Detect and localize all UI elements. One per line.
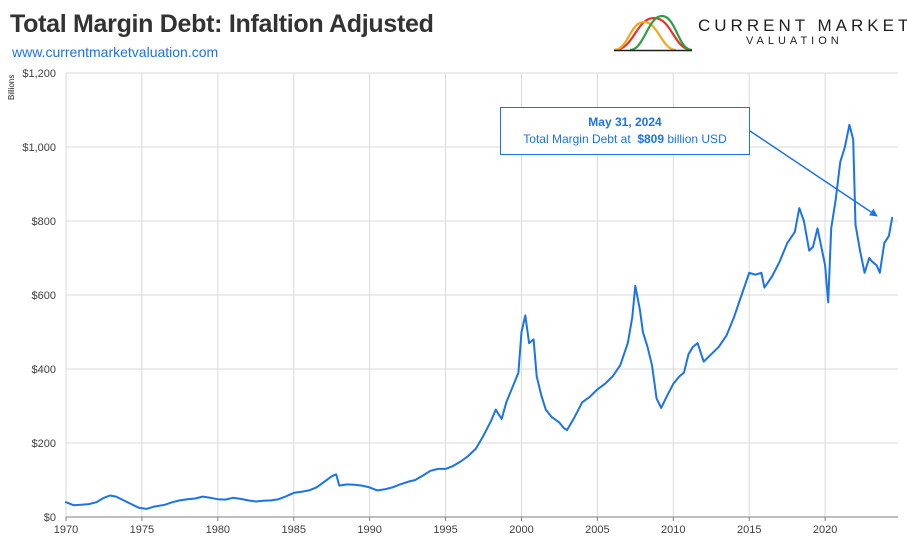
y-tick-label: $0 bbox=[44, 512, 56, 524]
x-tick-label: 2005 bbox=[585, 524, 609, 536]
series-layer bbox=[65, 123, 894, 510]
grid-layer bbox=[65, 72, 898, 517]
x-tick-label: 1995 bbox=[433, 524, 457, 536]
y-tick-label: $1,000 bbox=[22, 142, 56, 154]
x-tick-label: 1990 bbox=[357, 524, 381, 536]
y-tick-label: $400 bbox=[32, 364, 56, 376]
annotation-suffix: billion USD bbox=[667, 132, 727, 146]
x-tick-label: 2010 bbox=[661, 524, 685, 536]
annotation-date: May 31, 2024 bbox=[588, 115, 662, 129]
y-tick-label: $1,200 bbox=[22, 68, 56, 80]
x-tick-label: 1970 bbox=[54, 524, 78, 536]
x-tick-label: 2020 bbox=[813, 524, 837, 536]
x-tick-label: 1985 bbox=[281, 524, 305, 536]
x-tick-label: 2015 bbox=[737, 524, 761, 536]
annotation-box: May 31, 2024 Total Margin Debt at $809 b… bbox=[500, 107, 750, 155]
logo-text-sub: VALUATION bbox=[746, 35, 843, 47]
logo-curve-green bbox=[629, 14, 693, 52]
website-url[interactable]: www.currentmarketvaluation.com bbox=[12, 44, 219, 60]
logo-curve-red bbox=[613, 16, 693, 52]
logo-text-main: CURRENT MARKET bbox=[698, 16, 907, 35]
logo-curve-orange bbox=[613, 20, 677, 52]
axis-layer: $0 $200 $400 $600 $800 $1,000 $1,200 1970 1975 19… bbox=[22, 68, 898, 536]
y-tick-label: $200 bbox=[32, 438, 56, 450]
x-tick-label: 1975 bbox=[130, 524, 154, 536]
annotation-prefix: Total Margin Debt at bbox=[523, 132, 631, 146]
annotation-value-line: Total Margin Debt at $809 billion USD bbox=[501, 132, 749, 146]
y-axis-label: Billions bbox=[7, 75, 16, 100]
x-tick-label: 2000 bbox=[509, 524, 533, 536]
y-tick-label: $800 bbox=[32, 216, 56, 228]
y-tick-label: $600 bbox=[32, 290, 56, 302]
page-title: Total Margin Debt: Infaltion Adjusted bbox=[10, 10, 434, 38]
bell-curves-icon bbox=[613, 14, 693, 52]
annotation-value: $809 bbox=[637, 132, 665, 146]
annotation-arrow bbox=[749, 130, 878, 217]
margin-debt-line bbox=[65, 123, 894, 510]
x-tick-label: 1980 bbox=[206, 524, 230, 536]
